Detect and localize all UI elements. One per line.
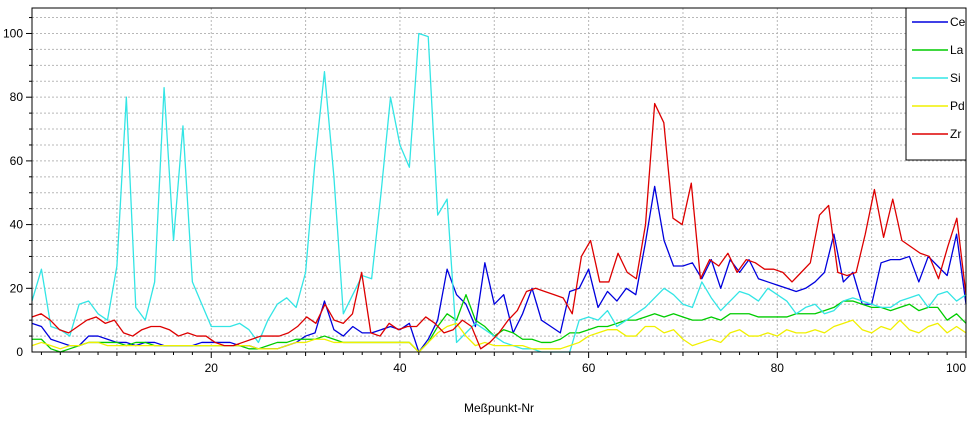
y-axis: 0 20 40 60 80 100: [3, 17, 32, 359]
y-tick-label: 80: [10, 90, 24, 104]
y-tick-label: 20: [10, 281, 24, 295]
legend-label-la: La: [950, 43, 964, 57]
series-line-si: [31, 32, 967, 353]
plot-background: [32, 8, 966, 352]
y-tick-label: 0: [16, 345, 23, 359]
x-tick-label: 80: [771, 361, 785, 375]
y-tick-label: 60: [10, 154, 24, 168]
series-lines: [31, 32, 967, 353]
y-tick-label: 100: [3, 26, 23, 40]
x-axis: 20 40 60 80 100: [40, 352, 967, 375]
series-line-pd: [31, 319, 967, 353]
x-tick-label: 40: [393, 361, 407, 375]
x-tick-label: 20: [205, 361, 219, 375]
legend-label-ce: Ce: [950, 15, 966, 29]
legend-label-pd: Pd: [950, 99, 965, 113]
x-tick-label: 100: [946, 361, 966, 375]
legend-label-zr: Zr: [950, 127, 961, 141]
x-axis-title: Meßpunkt-Nr: [464, 401, 534, 415]
grid: [32, 8, 966, 352]
x-tick-label: 60: [582, 361, 596, 375]
series-line-zr: [31, 102, 967, 350]
y-tick-label: 40: [10, 218, 24, 232]
legend: Ce La Si Pd Zr: [905, 7, 967, 161]
plot-frame: [31, 7, 967, 353]
legend-label-si: Si: [950, 71, 961, 85]
